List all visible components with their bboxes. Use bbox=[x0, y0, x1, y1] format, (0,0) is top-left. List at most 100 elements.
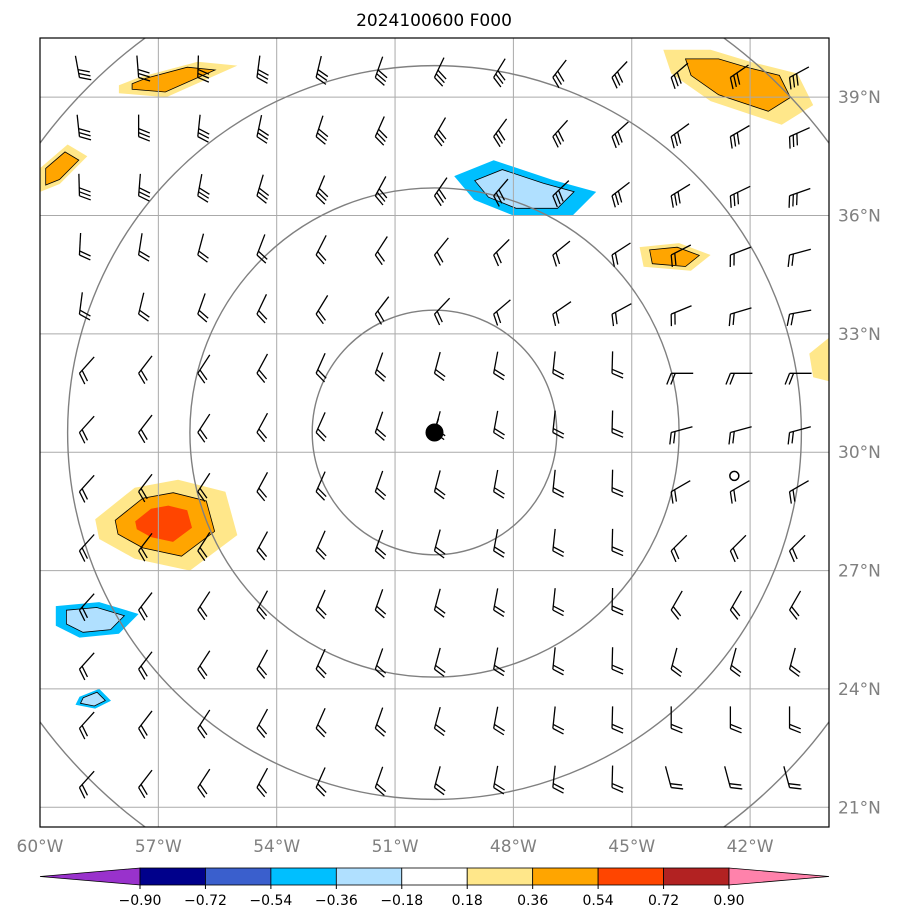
wind-barb-146 bbox=[256, 708, 269, 738]
wind-barb-24 bbox=[729, 125, 750, 149]
wind-barb-10 bbox=[670, 62, 689, 90]
wind-barb-37 bbox=[729, 185, 751, 208]
colorbar: −0.90 −0.72 −0.54 −0.36 −0.18 0.18 0.36 0.54 0.7… bbox=[39, 867, 830, 909]
wind-barb-149 bbox=[433, 706, 446, 737]
wind-barb-30 bbox=[315, 175, 329, 205]
wind-barb-153 bbox=[670, 706, 683, 734]
wind-barb-155 bbox=[788, 706, 801, 734]
wind-barb-28 bbox=[197, 174, 210, 203]
lat-tick-label-5: 36°N bbox=[838, 207, 881, 227]
wind-barb-148 bbox=[374, 707, 387, 737]
wind-barb-139 bbox=[611, 647, 624, 675]
wind-barb-80 bbox=[197, 413, 211, 443]
wind-barb-135 bbox=[374, 648, 387, 678]
wind-barb-71 bbox=[433, 351, 446, 382]
contour-region-8-band-0 bbox=[809, 337, 829, 382]
colorbar-label-3: −0.36 bbox=[315, 893, 358, 909]
wind-barb-75 bbox=[666, 372, 694, 385]
wind-barb-73 bbox=[552, 351, 565, 380]
wind-barb-106 bbox=[197, 532, 211, 562]
colorbar-box-0 bbox=[139, 867, 206, 886]
wind-barb-78 bbox=[78, 415, 95, 444]
wind-barb-122 bbox=[374, 589, 387, 619]
wind-barb-121 bbox=[315, 589, 327, 620]
wind-barb-167 bbox=[724, 766, 743, 790]
wind-barb-93 bbox=[197, 472, 211, 502]
wind-barb-38 bbox=[788, 187, 811, 208]
wind-barb-96 bbox=[374, 470, 387, 501]
lat-tick-label-4: 33°N bbox=[838, 325, 881, 345]
wind-barb-168 bbox=[783, 766, 802, 790]
wind-barb-125 bbox=[552, 588, 565, 617]
colorbar-box-7 bbox=[597, 867, 664, 886]
map-frame bbox=[39, 37, 830, 828]
wind-barb-86 bbox=[552, 410, 565, 439]
wind-barb-140 bbox=[670, 647, 683, 677]
wind-barb-124 bbox=[493, 588, 505, 617]
wind-barb-104 bbox=[78, 534, 95, 562]
wind-barb-9 bbox=[611, 61, 628, 89]
wind-barb-90 bbox=[787, 426, 811, 445]
wind-barb-109 bbox=[374, 529, 387, 560]
colorbar-box-2 bbox=[270, 867, 337, 886]
lon-tick-label-0: 60°W bbox=[17, 837, 64, 857]
wind-barb-150 bbox=[493, 706, 505, 736]
wind-barb-134 bbox=[315, 648, 327, 679]
wind-barb-156 bbox=[78, 770, 95, 799]
wind-barb-64 bbox=[786, 309, 812, 327]
range-ring-2 bbox=[66, 64, 803, 801]
wind-barb-128 bbox=[729, 590, 742, 620]
wind-barb-49 bbox=[670, 244, 692, 267]
colorbar-label-1: −0.72 bbox=[184, 893, 227, 909]
wind-barb-152 bbox=[611, 706, 624, 734]
latitude-axis: 21°N 24°N 27°N 30°N 33°N 36°N 39°N bbox=[838, 88, 881, 818]
wind-barb-98 bbox=[493, 469, 505, 499]
colorbar-box-1 bbox=[205, 867, 272, 886]
wind-barb-41 bbox=[197, 233, 209, 263]
wind-barb-39 bbox=[78, 232, 91, 261]
wind-barb-13 bbox=[76, 114, 92, 141]
longitude-axis: 60°W 57°W 54°W 51°W 48°W 45°W 42°W bbox=[17, 837, 774, 857]
wind-barb-32 bbox=[433, 177, 448, 207]
contour-region-5-band-2 bbox=[135, 505, 192, 542]
colorbar-label-4: −0.18 bbox=[380, 893, 423, 909]
storm-center-barb bbox=[435, 418, 440, 425]
wind-barb-143 bbox=[78, 711, 95, 740]
wind-barb-14 bbox=[137, 114, 151, 142]
wind-barb-18 bbox=[374, 116, 388, 146]
wind-barb-12 bbox=[788, 66, 810, 90]
wind-barb-101 bbox=[670, 480, 691, 504]
wind-barb-63 bbox=[728, 307, 752, 327]
gridlines bbox=[40, 38, 829, 827]
colorbar-box-3 bbox=[335, 867, 403, 886]
colorbar-extend-high bbox=[728, 867, 830, 886]
wind-barb-151 bbox=[552, 706, 565, 735]
wind-barb-17 bbox=[315, 115, 329, 145]
wind-barb-94 bbox=[256, 472, 269, 502]
wind-barb-34 bbox=[552, 180, 570, 208]
colorbar-label-5: 0.18 bbox=[452, 893, 483, 909]
wind-barb-141 bbox=[729, 647, 742, 677]
wind-barb-45 bbox=[433, 237, 449, 266]
wind-barb-1 bbox=[136, 55, 151, 82]
wind-barb-115 bbox=[729, 534, 747, 563]
colorbar-box-4 bbox=[401, 867, 468, 886]
wind-barb-6 bbox=[433, 57, 447, 87]
wind-barb-66 bbox=[138, 355, 153, 384]
wind-barb-52 bbox=[78, 292, 91, 321]
wind-barb-100 bbox=[611, 469, 624, 497]
wind-barb-50 bbox=[729, 246, 752, 267]
range-ring-1 bbox=[189, 187, 680, 678]
wind-barb-145 bbox=[197, 709, 211, 739]
colorbar-label-9: 0.90 bbox=[713, 893, 744, 909]
wind-barb-102 bbox=[729, 480, 750, 504]
wind-barb-48 bbox=[611, 242, 631, 267]
wind-barb-112 bbox=[552, 528, 565, 557]
wind-barb-76 bbox=[725, 372, 753, 385]
wind-barb-147 bbox=[315, 708, 327, 738]
wind-barb-107 bbox=[256, 531, 269, 561]
wind-barb-166 bbox=[664, 766, 684, 790]
wind-barb-117 bbox=[78, 593, 95, 622]
wind-barb-62 bbox=[670, 305, 692, 327]
